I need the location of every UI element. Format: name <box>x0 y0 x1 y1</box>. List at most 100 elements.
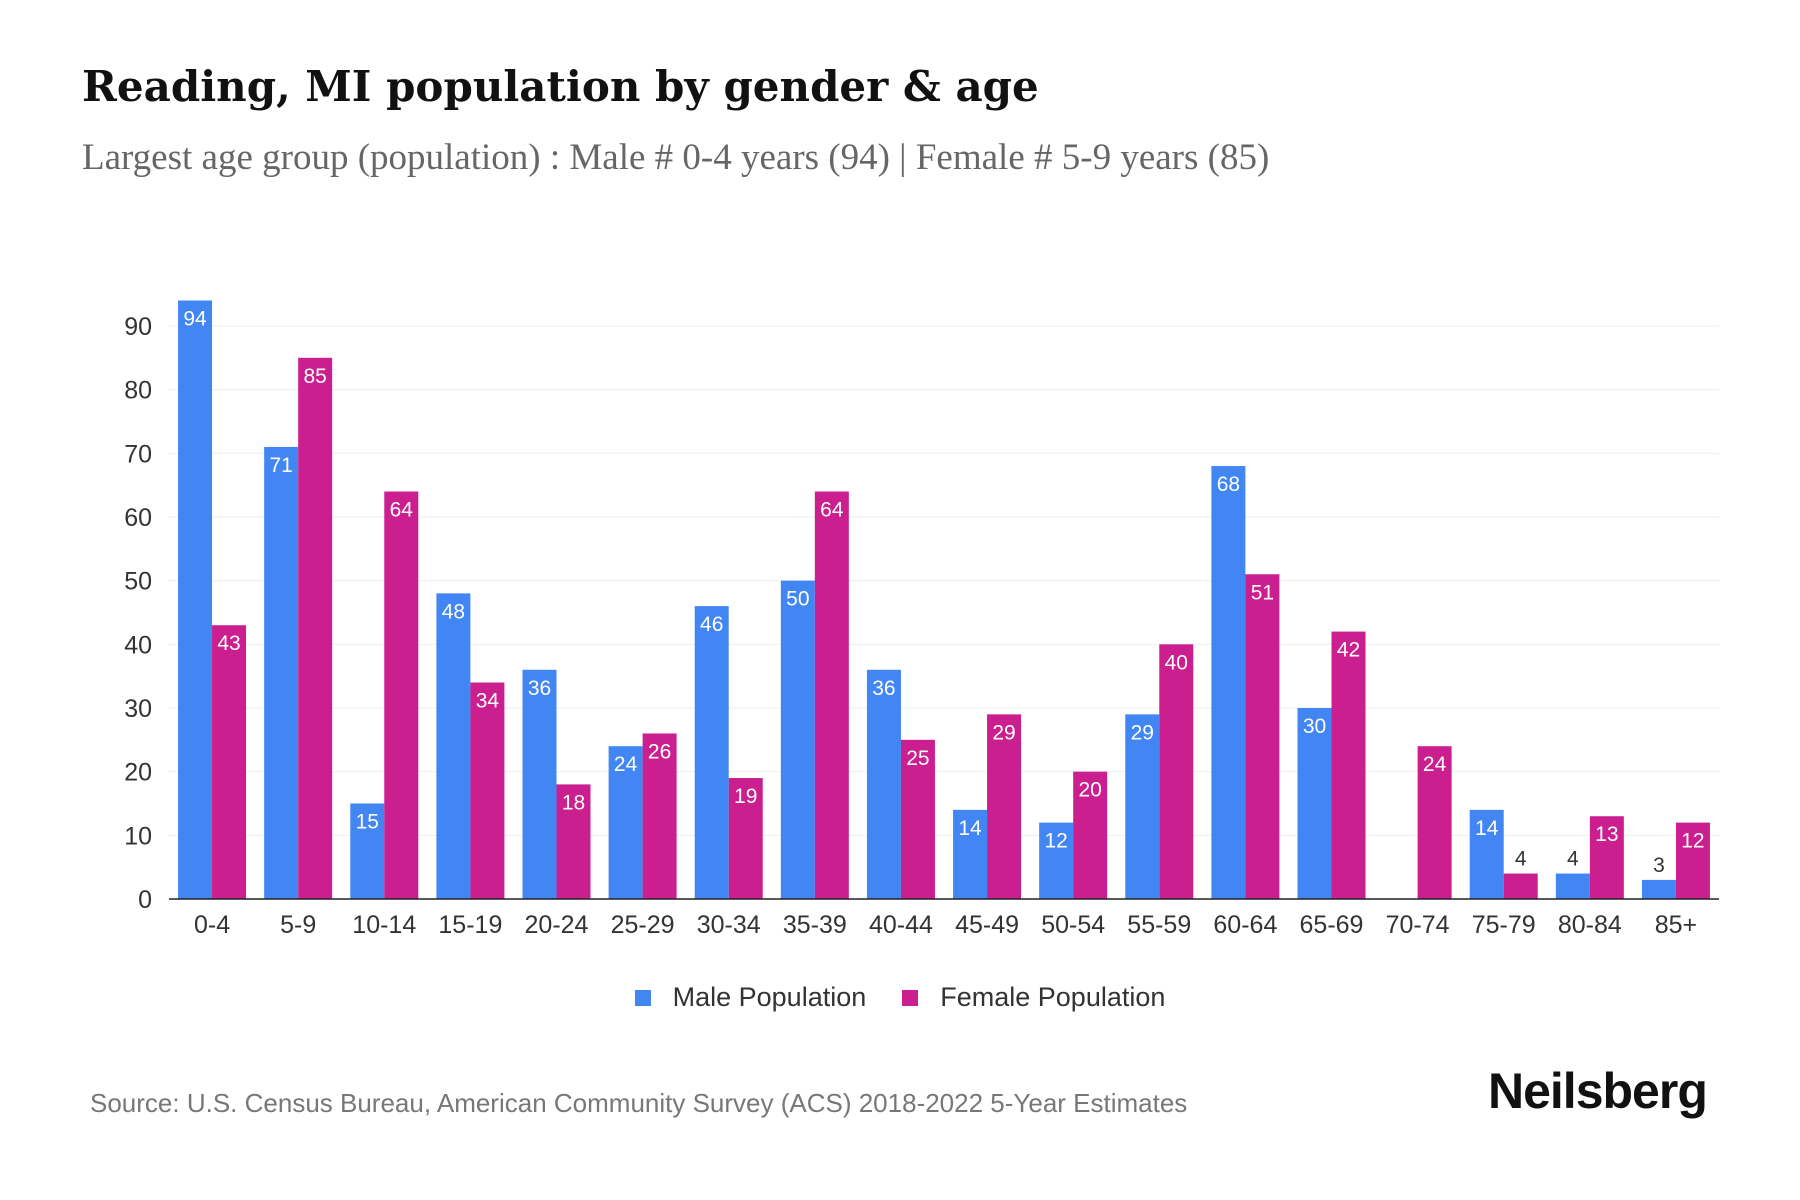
bar-male <box>1039 822 1074 899</box>
y-tick-label: 90 <box>124 313 152 341</box>
data-label: 13 <box>1595 823 1618 846</box>
data-label: 18 <box>562 791 585 814</box>
bar-male <box>1297 707 1332 899</box>
bar-female <box>556 784 591 899</box>
data-label: 64 <box>390 499 414 522</box>
data-label: 29 <box>992 721 1015 744</box>
data-label: 26 <box>648 740 671 763</box>
bar-male <box>1125 714 1160 899</box>
data-label: 71 <box>269 454 292 477</box>
bar-male <box>1211 466 1246 899</box>
y-tick-label: 60 <box>124 504 152 532</box>
y-tick-label: 70 <box>124 440 152 468</box>
x-tick-label: 25-29 <box>611 911 675 939</box>
bar-chart: 01020304050607080900-494435-9718510-1415… <box>124 300 1719 939</box>
y-tick-label: 50 <box>124 568 152 596</box>
x-tick-label: 5-9 <box>280 911 316 939</box>
bar-female <box>814 491 849 899</box>
bar-female <box>1675 822 1710 899</box>
bar-female <box>1589 816 1624 899</box>
bar-male <box>694 606 729 899</box>
x-tick-label: 20-24 <box>525 911 589 939</box>
x-tick-label: 30-34 <box>697 911 761 939</box>
x-tick-label: 40-44 <box>869 911 933 939</box>
data-label: 14 <box>1475 817 1499 840</box>
bar-male <box>264 446 299 899</box>
bar-female <box>470 682 505 899</box>
y-tick-label: 30 <box>124 695 152 723</box>
bar-female <box>384 491 419 899</box>
bar-female <box>642 733 677 899</box>
data-label: 14 <box>958 817 982 840</box>
chart-title: Reading, MI population by gender & age <box>82 62 1039 111</box>
data-label: 19 <box>734 785 757 808</box>
bar-male <box>1641 879 1676 899</box>
bar-female <box>900 739 935 899</box>
x-tick-label: 70-74 <box>1386 911 1450 939</box>
data-label: 24 <box>614 753 638 776</box>
x-tick-label: 10-14 <box>352 911 416 939</box>
x-tick-label: 0-4 <box>194 911 230 939</box>
bar-male <box>1555 873 1590 899</box>
data-label: 94 <box>183 308 207 331</box>
bar-male <box>350 803 385 899</box>
data-label: 12 <box>1044 830 1067 853</box>
data-label: 24 <box>1423 753 1447 776</box>
x-tick-label: 80-84 <box>1558 911 1622 939</box>
legend-label-female: Female Population <box>940 982 1166 1012</box>
data-label: 36 <box>528 677 551 700</box>
legend-item-male: Male Population <box>634 982 867 1013</box>
x-tick-label: 85+ <box>1655 911 1697 939</box>
legend-swatch-female <box>902 989 919 1006</box>
bar-male <box>780 580 815 899</box>
chart-subtitle: Largest age group (population) : Male # … <box>82 137 1270 178</box>
y-tick-label: 10 <box>124 822 152 850</box>
y-tick-label: 20 <box>124 759 152 787</box>
data-label: 15 <box>356 810 379 833</box>
x-tick-label: 65-69 <box>1300 911 1364 939</box>
data-label: 43 <box>217 632 240 655</box>
bar-male <box>436 593 471 899</box>
x-tick-label: 75-79 <box>1472 911 1536 939</box>
bar-female <box>1331 631 1366 899</box>
data-label: 42 <box>1337 639 1360 662</box>
data-label: 48 <box>442 600 465 623</box>
bar-male <box>953 809 988 899</box>
data-label: 40 <box>1165 651 1188 674</box>
data-label: 64 <box>820 499 844 522</box>
bar-female <box>212 625 247 899</box>
data-label: 3 <box>1653 854 1665 877</box>
data-label: 20 <box>1078 779 1101 802</box>
bar-female <box>1503 873 1538 899</box>
bar-male <box>866 669 901 899</box>
neilsberg-logo: Neilsberg <box>1488 1063 1708 1119</box>
legend: Male Population Female Population <box>0 982 1800 1013</box>
x-tick-label: 50-54 <box>1041 911 1105 939</box>
data-label: 51 <box>1251 581 1274 604</box>
bar-male <box>1469 809 1504 899</box>
bar-female <box>987 714 1022 899</box>
data-label: 36 <box>872 677 895 700</box>
bar-female <box>1245 574 1280 899</box>
x-tick-label: 55-59 <box>1127 911 1191 939</box>
y-tick-label: 0 <box>138 886 152 914</box>
legend-item-female: Female Population <box>902 982 1165 1013</box>
data-label: 25 <box>906 747 929 770</box>
data-label: 12 <box>1681 830 1704 853</box>
y-tick-label: 80 <box>124 377 152 405</box>
bar-male <box>178 300 213 899</box>
legend-label-male: Male Population <box>672 982 867 1012</box>
y-tick-label: 40 <box>124 631 152 659</box>
bar-female <box>298 357 333 899</box>
data-label: 29 <box>1131 721 1154 744</box>
x-tick-label: 35-39 <box>783 911 847 939</box>
data-label: 46 <box>700 613 723 636</box>
legend-swatch-male <box>634 989 651 1006</box>
bar-male <box>608 746 643 899</box>
data-label: 50 <box>786 588 809 611</box>
data-label: 4 <box>1515 848 1527 871</box>
bar-female <box>728 778 763 899</box>
x-tick-label: 45-49 <box>955 911 1019 939</box>
data-label: 85 <box>303 365 326 388</box>
source-note: Source: U.S. Census Bureau, American Com… <box>90 1088 1188 1118</box>
